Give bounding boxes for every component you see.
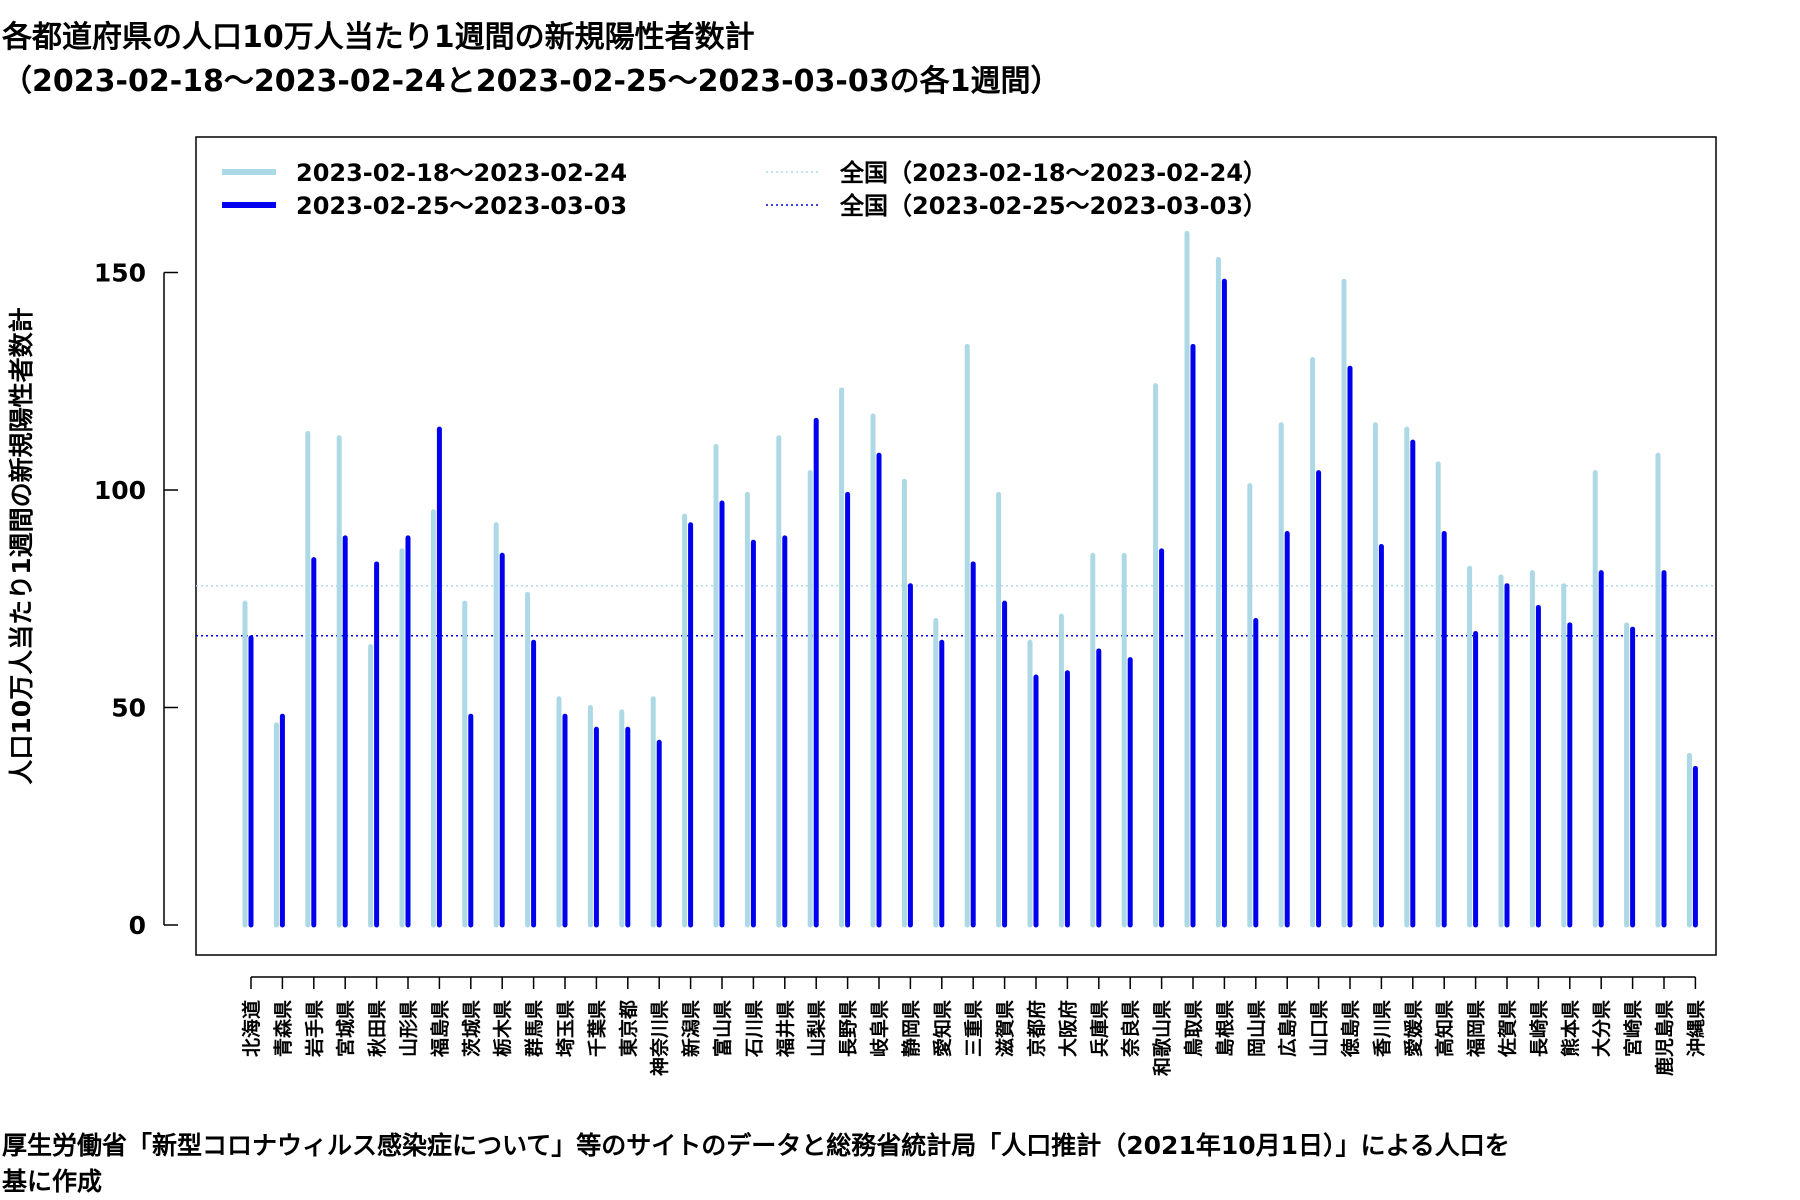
x-tick-label: 大分県: [1590, 1000, 1613, 1057]
y-tick-label: 150: [94, 259, 146, 288]
x-tick-label: 東京都: [617, 1000, 640, 1057]
x-tick-label: 富山県: [711, 1000, 734, 1057]
legend-label-1: 2023-02-18～2023-02-24: [296, 159, 627, 187]
x-tick-label: 大阪府: [1056, 1000, 1079, 1057]
legend-label-3: 全国（2023-02-18～2023-02-24）: [839, 159, 1267, 187]
chart-title: 各都道府県の人口10万人当たり1週間の新規陽性者数計: [2, 20, 755, 55]
x-tick-label: 埼玉県: [554, 1000, 577, 1057]
source-note-line1: 厚生労働省「新型コロナウィルス感染症について」等のサイトのデータと総務省統計局「…: [2, 1131, 1510, 1160]
x-tick-label: 山口県: [1309, 1000, 1331, 1057]
y-tick-label: 0: [129, 911, 146, 940]
x-tick-label: 岐阜県: [868, 1000, 891, 1057]
x-tick-label: 山形県: [398, 1000, 420, 1057]
x-tick-label: 長崎県: [1527, 1000, 1550, 1057]
x-tick-label: 秋田県: [366, 1000, 389, 1057]
x-tick-label: 福井県: [774, 1000, 797, 1058]
x-tick-label: 岡山県: [1246, 1000, 1268, 1057]
x-tick-label: 兵庫県: [1088, 1000, 1111, 1057]
x-tick-label: 香川県: [1371, 1000, 1393, 1058]
y-tick-label: 50: [111, 694, 146, 723]
x-tick-label: 奈良県: [1119, 1000, 1142, 1058]
x-tick-label: 高知県: [1433, 1000, 1456, 1057]
x-tick-label: 石川県: [743, 1000, 765, 1058]
legend-label-2: 2023-02-25～2023-03-03: [296, 192, 627, 220]
x-tick-label: 福岡県: [1465, 1000, 1488, 1058]
legend-label-4: 全国（2023-02-25～2023-03-03）: [839, 192, 1267, 220]
y-axis-label: 人口10万人当たり1週間の新規陽性者数計: [7, 307, 36, 784]
x-tick-label: 広島県: [1276, 1000, 1299, 1057]
x-tick-label: 三重県: [963, 1000, 985, 1057]
x-tick-label: 愛知県: [931, 1000, 954, 1057]
x-tick-label: 京都府: [1025, 1000, 1048, 1057]
x-tick-label: 群馬県: [523, 1000, 546, 1058]
source-note-line2: 基に作成: [2, 1167, 103, 1196]
x-tick-label: 北海道: [240, 1000, 263, 1057]
x-tick-label: 熊本県: [1559, 1000, 1582, 1057]
x-tick-label: 千葉県: [586, 1000, 608, 1057]
x-tick-label: 茨城県: [460, 1000, 483, 1057]
x-tick-label: 鹿児島県: [1653, 1000, 1676, 1076]
y-tick-label: 100: [94, 476, 146, 505]
x-tick-label: 滋賀県: [994, 1000, 1017, 1057]
x-tick-label: 神奈川県: [648, 1000, 671, 1076]
x-tick-label: 山梨県: [805, 1000, 828, 1057]
chart-subtitle: （2023-02-18～2023-02-24と2023-02-25～2023-0…: [2, 64, 1061, 99]
plot-frame: [195, 136, 1717, 956]
x-tick-label: 沖縄県: [1684, 1000, 1707, 1057]
x-tick-label: 愛媛県: [1402, 1000, 1425, 1057]
x-tick-label: 島根県: [1213, 1000, 1236, 1057]
x-tick-label: 長野県: [838, 1000, 860, 1057]
x-tick-label: 岩手県: [303, 1000, 326, 1058]
x-tick-label: 佐賀県: [1496, 1000, 1519, 1058]
x-tick-label: 栃木県: [491, 1000, 514, 1057]
x-tick-label: 徳島県: [1339, 1000, 1362, 1058]
x-tick-label: 青森県: [271, 1000, 294, 1057]
x-tick-label: 宮崎県: [1622, 1000, 1645, 1057]
x-tick-label: 和歌山県: [1151, 1000, 1174, 1076]
x-tick-label: 鳥取県: [1182, 1000, 1205, 1057]
x-tick-label: 静岡県: [899, 1000, 922, 1057]
x-tick-label: 宮城県: [334, 1000, 357, 1057]
x-tick-label: 新潟県: [680, 1000, 703, 1057]
x-tick-label: 福島県: [428, 1000, 451, 1058]
